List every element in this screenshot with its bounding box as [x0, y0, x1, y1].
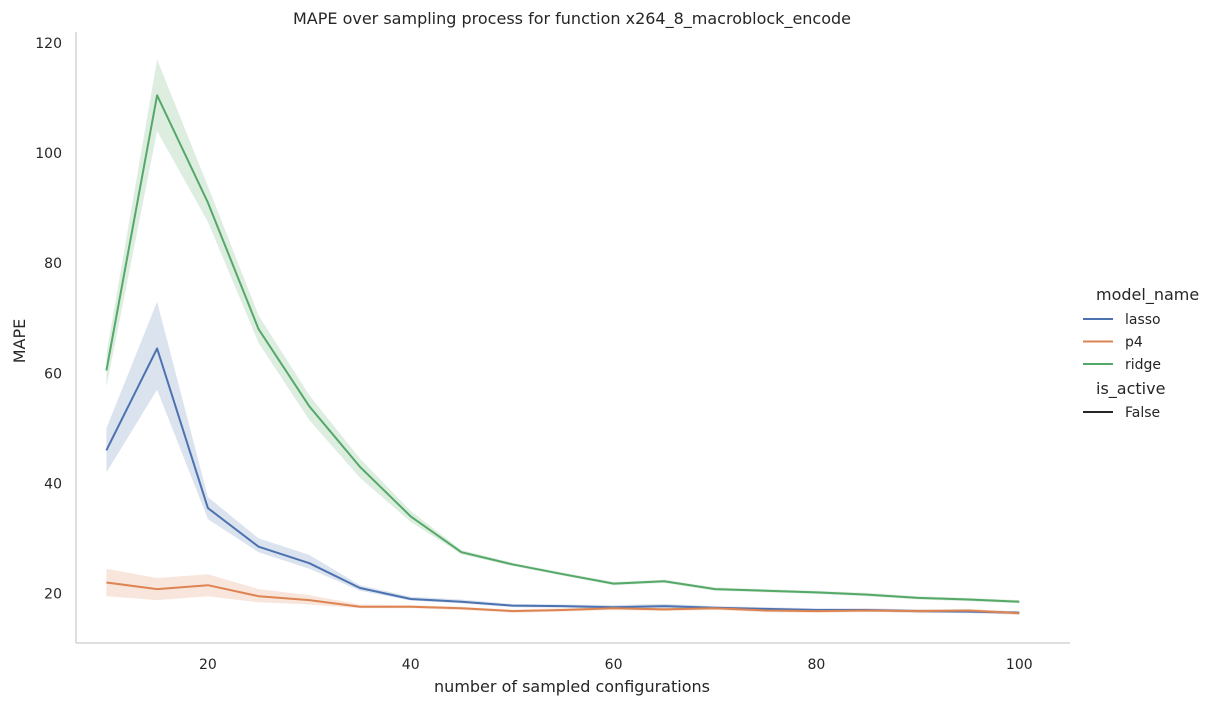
legend-label-ridge: ridge	[1125, 357, 1161, 373]
series-line-p4	[106, 581, 1020, 615]
legend: model_name lasso p4 ridge is_active False	[1083, 285, 1199, 421]
legend-hue-title: model_name	[1096, 285, 1199, 305]
legend-style-label: False	[1125, 405, 1160, 421]
legend-label-p4: p4	[1125, 335, 1143, 351]
confidence-band-ridge	[106, 59, 1020, 604]
chart-title: MAPE over sampling process for function …	[293, 9, 851, 29]
y-tick-label: 40	[44, 476, 62, 492]
x-axis-label: number of sampled configurations	[434, 677, 710, 696]
x-tick-label: 100	[1006, 657, 1033, 673]
y-tick-label: 80	[44, 256, 62, 272]
legend-style-title: is_active	[1096, 379, 1165, 399]
y-tick-labels: 20 40 60 80 100 120	[35, 36, 62, 602]
y-axis-label: MAPE	[10, 319, 29, 364]
series-line-ridge	[105, 94, 1020, 603]
y-tick-label: 120	[35, 36, 62, 52]
y-tick-label: 60	[44, 366, 62, 382]
legend-label-lasso: lasso	[1125, 312, 1161, 328]
x-tick-label: 40	[402, 657, 420, 673]
x-tick-label: 80	[808, 657, 826, 673]
series-lines	[105, 94, 1020, 615]
x-tick-label: 20	[199, 657, 217, 673]
y-tick-label: 100	[35, 146, 62, 162]
confidence-band-lasso	[106, 301, 1020, 615]
x-tick-labels: 20 40 60 80 100	[199, 657, 1033, 673]
x-tick-label: 60	[605, 657, 623, 673]
legend-entries: lasso p4 ridge	[1083, 312, 1161, 373]
confidence-bands	[106, 59, 1020, 615]
y-tick-label: 20	[44, 586, 62, 602]
